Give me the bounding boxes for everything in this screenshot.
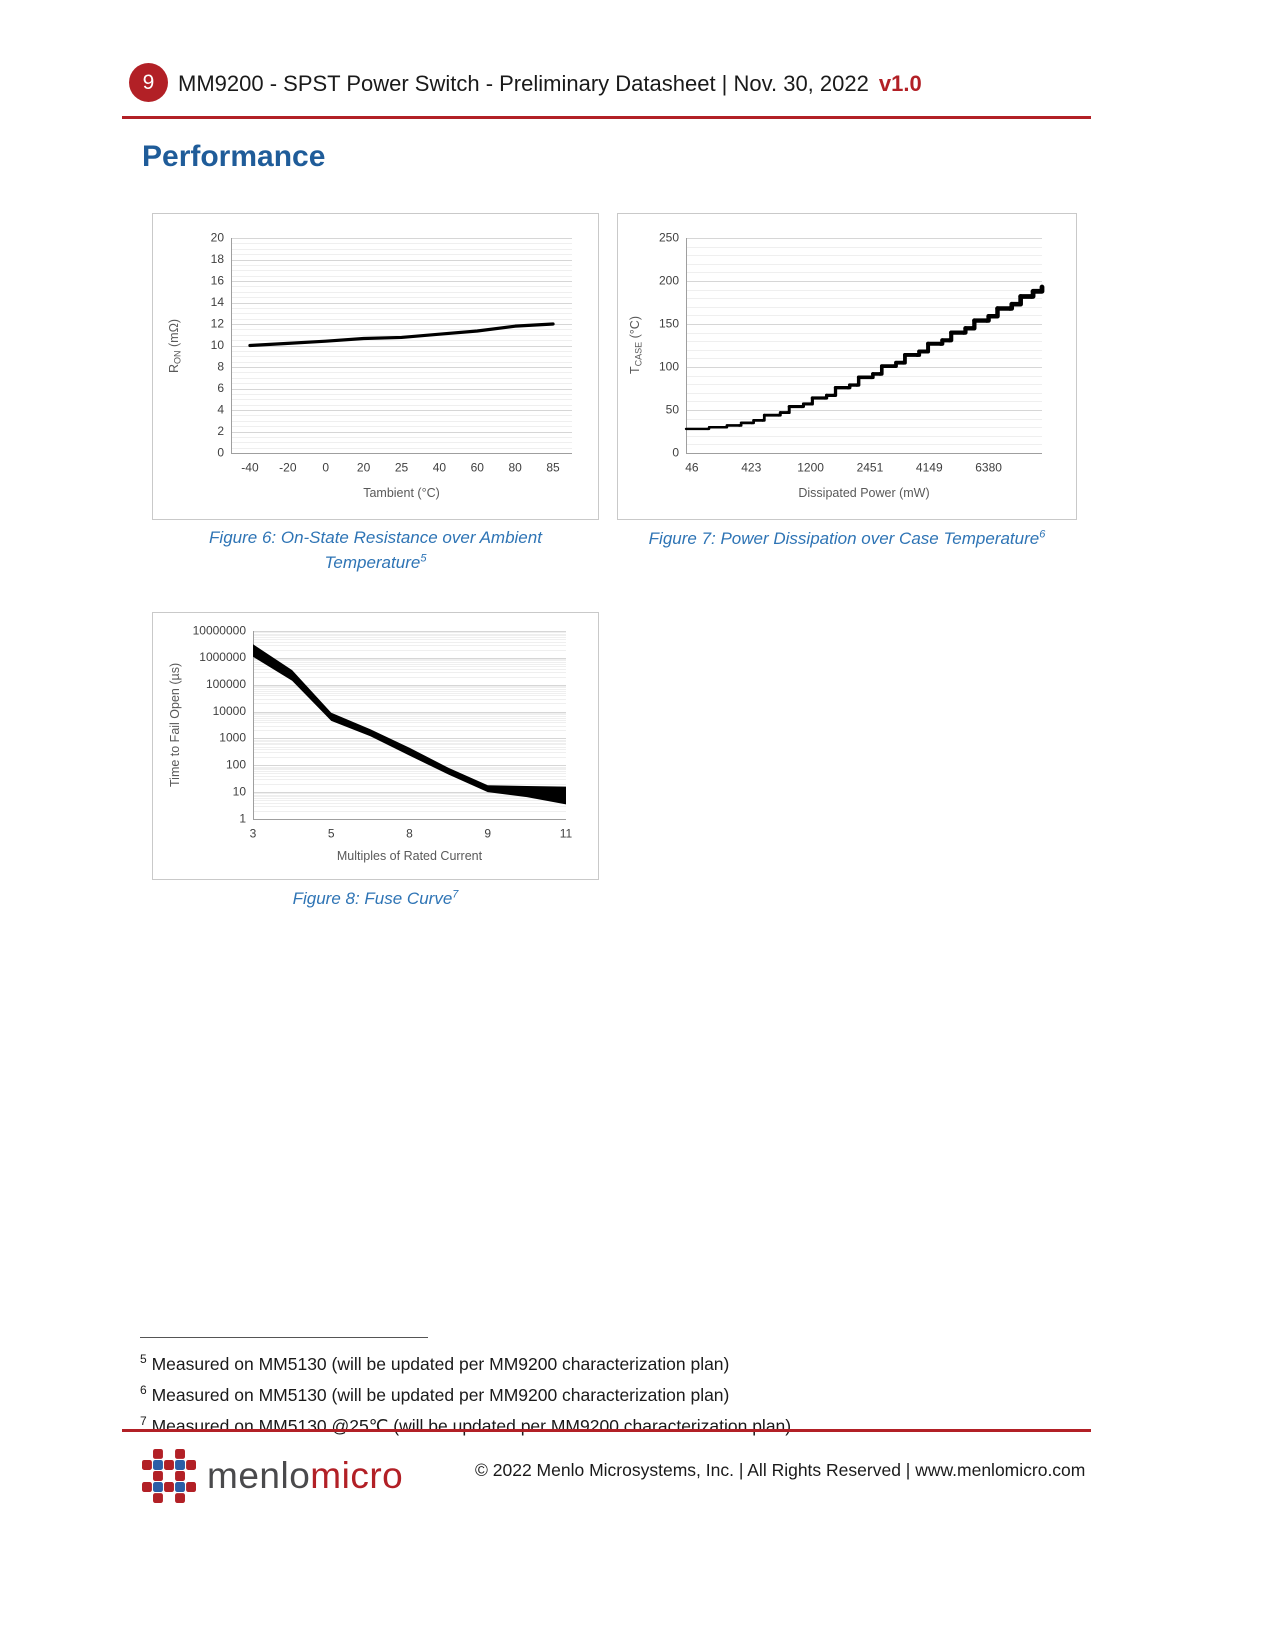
document-title-text: MM9200 - SPST Power Switch - Preliminary… <box>178 71 869 96</box>
tcase-chart-canvas <box>618 214 1078 521</box>
section-title: Performance <box>142 140 326 173</box>
menlomicro-hash-logo-icon <box>142 1449 196 1503</box>
version-label: v1.0 <box>878 71 922 96</box>
ron-chart-canvas <box>153 214 600 521</box>
figure6-chart-frame: RON (mΩ) Tambient (°C) <box>152 213 600 521</box>
footnote-ref-6: 6 <box>1039 528 1046 541</box>
header-rule <box>122 116 1091 119</box>
figure7-y-axis-title: TCASE (°C) <box>628 316 644 375</box>
figure8-chart-frame: Time to Fail Open (µs) Multiples of Rate… <box>152 612 600 881</box>
figure8-caption: Figure 8: Fuse Curve7 <box>292 888 459 908</box>
figure6-y-axis-title: RON (mΩ) <box>167 318 183 373</box>
figure8-x-axis-title: Multiples of Rated Current <box>336 849 483 863</box>
document-title: MM9200 - SPST Power Switch - Preliminary… <box>178 71 922 97</box>
figure8-y-axis-title: Time to Fail Open (µs) <box>168 662 182 788</box>
footnote-7: 7 Measured on MM5130 @25℃ (will be updat… <box>140 1413 792 1436</box>
footnote-5: 5 Measured on MM5130 (will be updated pe… <box>140 1352 730 1374</box>
fuse-chart-canvas <box>153 613 600 881</box>
figure7-chart-frame: TCASE (°C) Dissipated Power (mW) <box>617 213 1078 521</box>
figure7-x-axis-title: Dissipated Power (mW) <box>798 486 930 500</box>
figure7-caption: Figure 7: Power Dissipation over Case Te… <box>648 528 1046 548</box>
figure6-x-axis-title: Tambient (°C) <box>363 486 440 500</box>
page-number-badge: 9 <box>129 63 168 102</box>
footnote-separator <box>140 1337 428 1338</box>
footnote-6: 6 Measured on MM5130 (will be updated pe… <box>140 1382 730 1405</box>
footnote-ref-7: 7 <box>452 888 459 901</box>
footnotes: 5 Measured on MM5130 (will be updated pe… <box>140 1346 1100 1438</box>
menlomicro-wordmark: menlomicro <box>207 1455 404 1496</box>
figure6-caption: Figure 6: On-State Resistance over Ambie… <box>209 528 542 572</box>
menlomicro-logo: menlomicro <box>142 1446 403 1506</box>
footnote-ref-5: 5 <box>420 551 427 564</box>
footer-rule <box>122 1429 1091 1432</box>
footer-copyright: © 2022 Menlo Microsystems, Inc. | All Ri… <box>475 1460 1086 1480</box>
